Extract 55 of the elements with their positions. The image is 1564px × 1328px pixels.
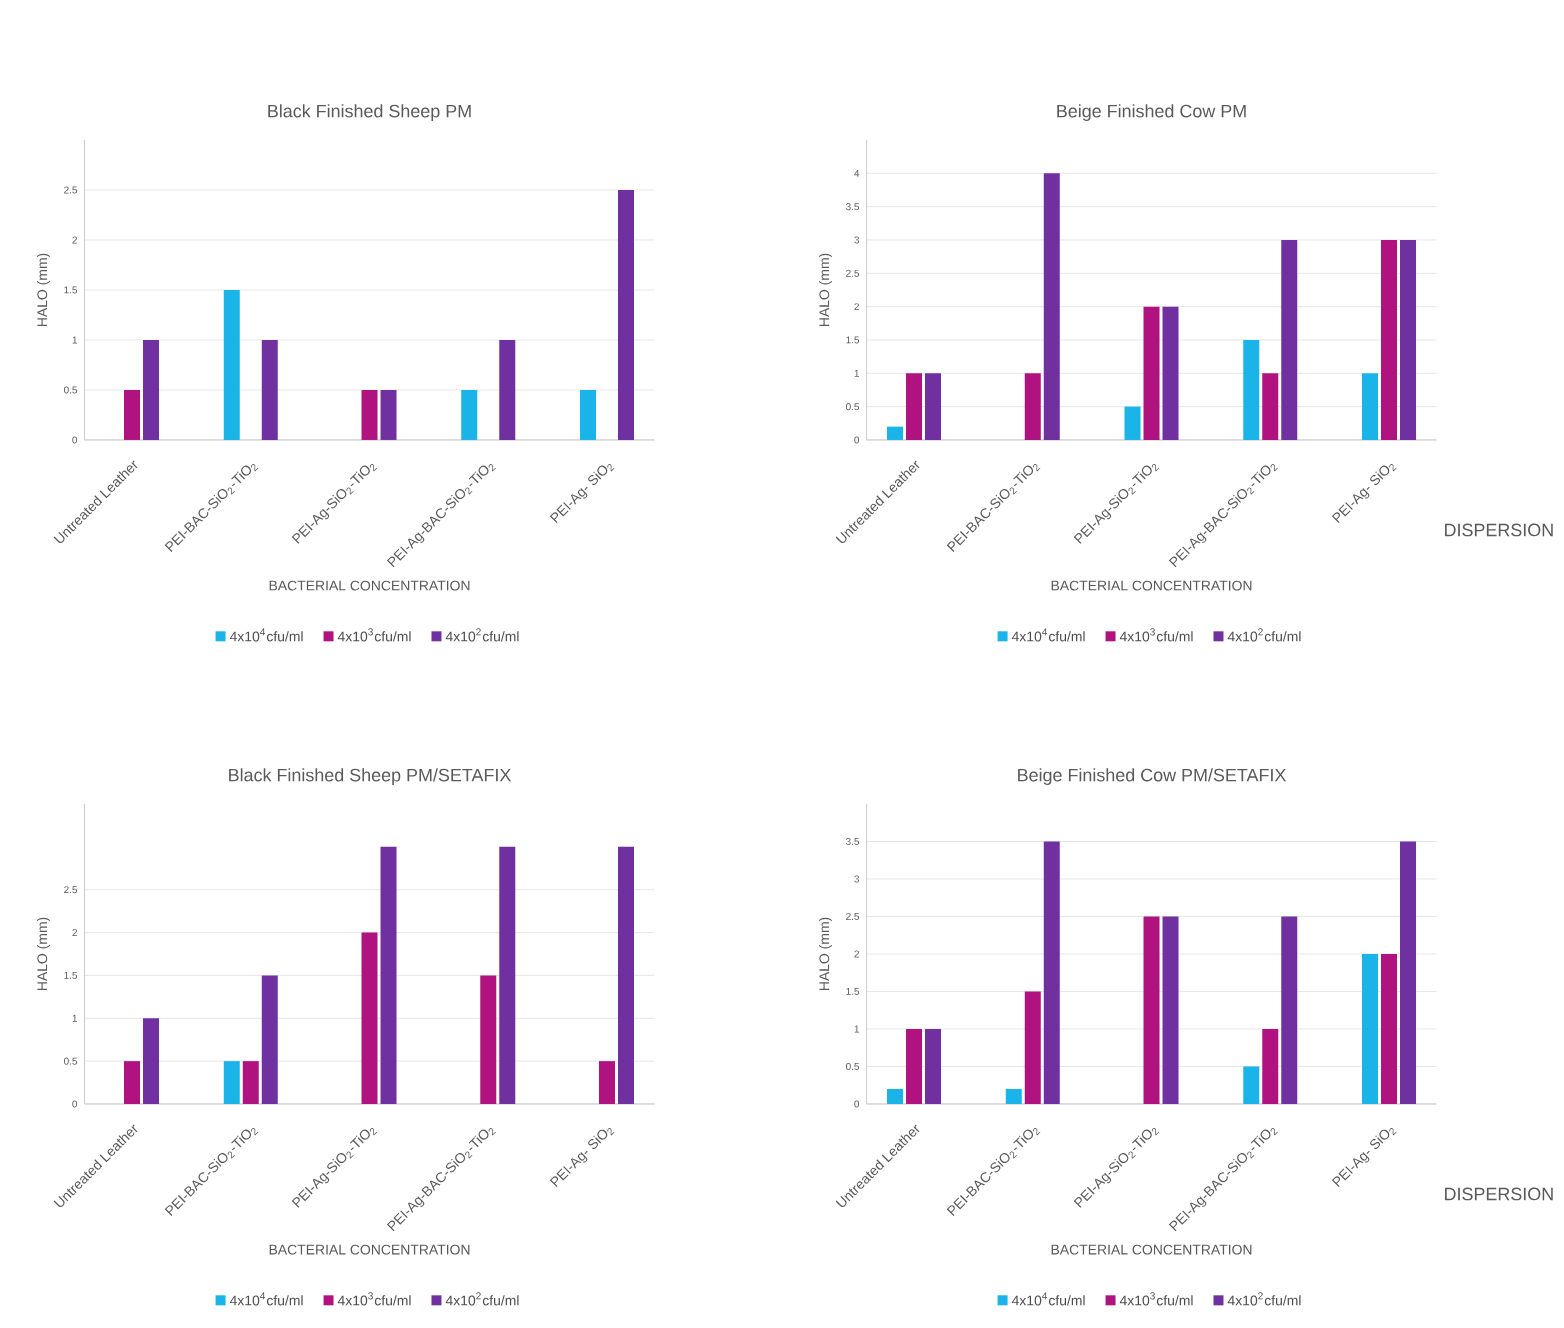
bar (380, 389, 397, 440)
bar (1043, 173, 1060, 440)
bar (361, 932, 378, 1104)
bar (499, 339, 516, 440)
bar (1400, 239, 1417, 440)
bar (499, 846, 516, 1104)
bar (1124, 406, 1141, 440)
bar (1381, 239, 1398, 440)
bar (1143, 306, 1160, 440)
bar (1281, 239, 1298, 440)
bar (1262, 373, 1279, 440)
bar (1162, 306, 1179, 440)
bar (1381, 953, 1398, 1104)
bar (261, 975, 278, 1104)
bar (223, 289, 240, 440)
bar (1362, 373, 1379, 440)
bar (143, 1018, 160, 1104)
bar (1024, 991, 1041, 1104)
bar (618, 189, 634, 440)
bar (1243, 339, 1260, 440)
bar (361, 389, 378, 440)
bar (925, 373, 942, 440)
text: DISPERSION (1445, 1187, 1553, 1201)
bar (1400, 841, 1417, 1104)
bar (906, 373, 923, 440)
bar (906, 1028, 923, 1104)
bar (480, 975, 497, 1104)
bar (925, 1028, 942, 1104)
chart-title: Black Finished Sheep PM (268, 104, 471, 121)
bar (261, 339, 278, 440)
bar (1243, 1066, 1260, 1104)
bar (887, 426, 904, 440)
bar (124, 389, 141, 440)
bar (1281, 916, 1298, 1104)
bar (1024, 373, 1041, 440)
bar (580, 389, 596, 440)
bar (1262, 1028, 1279, 1104)
bar (1043, 841, 1060, 1104)
bar (1362, 953, 1379, 1104)
chart-title: Black Finished Sheep PM/SETAFIX (229, 768, 511, 785)
bar (1005, 1088, 1022, 1104)
text: DISPERSION (1445, 523, 1553, 537)
chart-title: Beige Finished Cow PM/SETAFIX (1018, 768, 1287, 785)
bar (124, 1061, 141, 1104)
bar (618, 846, 634, 1104)
bar (380, 846, 397, 1104)
bar (599, 1061, 615, 1104)
bar (223, 1061, 240, 1104)
bar (1162, 916, 1179, 1104)
bar (887, 1088, 904, 1104)
bar (1143, 916, 1160, 1104)
bar (242, 1061, 259, 1104)
bar (143, 339, 160, 440)
chart-title: Beige Finished Cow PM (1057, 104, 1246, 121)
bar (461, 389, 478, 440)
